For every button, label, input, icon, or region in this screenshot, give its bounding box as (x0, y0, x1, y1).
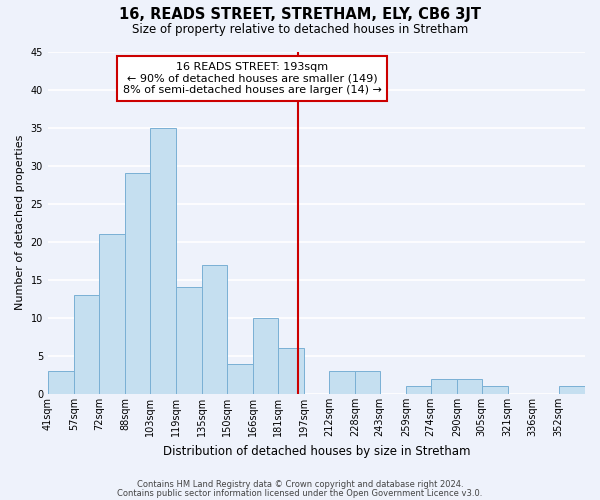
Bar (202, 264, 227, 394)
Bar (278, 348, 304, 394)
Bar (457, 379, 482, 394)
Bar (125, 174, 150, 394)
Y-axis label: Number of detached properties: Number of detached properties (15, 135, 25, 310)
Bar (355, 371, 380, 394)
Bar (431, 379, 457, 394)
Text: Contains public sector information licensed under the Open Government Licence v3: Contains public sector information licen… (118, 488, 482, 498)
Text: Size of property relative to detached houses in Stretham: Size of property relative to detached ho… (132, 22, 468, 36)
Bar (329, 371, 355, 394)
Bar (253, 318, 278, 394)
Text: 16, READS STREET, STRETHAM, ELY, CB6 3JT: 16, READS STREET, STRETHAM, ELY, CB6 3JT (119, 8, 481, 22)
Bar (559, 386, 585, 394)
Bar (99, 234, 125, 394)
Bar (74, 295, 99, 394)
Bar (406, 386, 431, 394)
Text: Contains HM Land Registry data © Crown copyright and database right 2024.: Contains HM Land Registry data © Crown c… (137, 480, 463, 489)
Bar (48, 371, 74, 394)
Bar (227, 364, 253, 394)
Text: 16 READS STREET: 193sqm
← 90% of detached houses are smaller (149)
8% of semi-de: 16 READS STREET: 193sqm ← 90% of detache… (122, 62, 382, 95)
X-axis label: Distribution of detached houses by size in Stretham: Distribution of detached houses by size … (163, 444, 470, 458)
Bar (150, 128, 176, 394)
Bar (176, 288, 202, 394)
Bar (482, 386, 508, 394)
